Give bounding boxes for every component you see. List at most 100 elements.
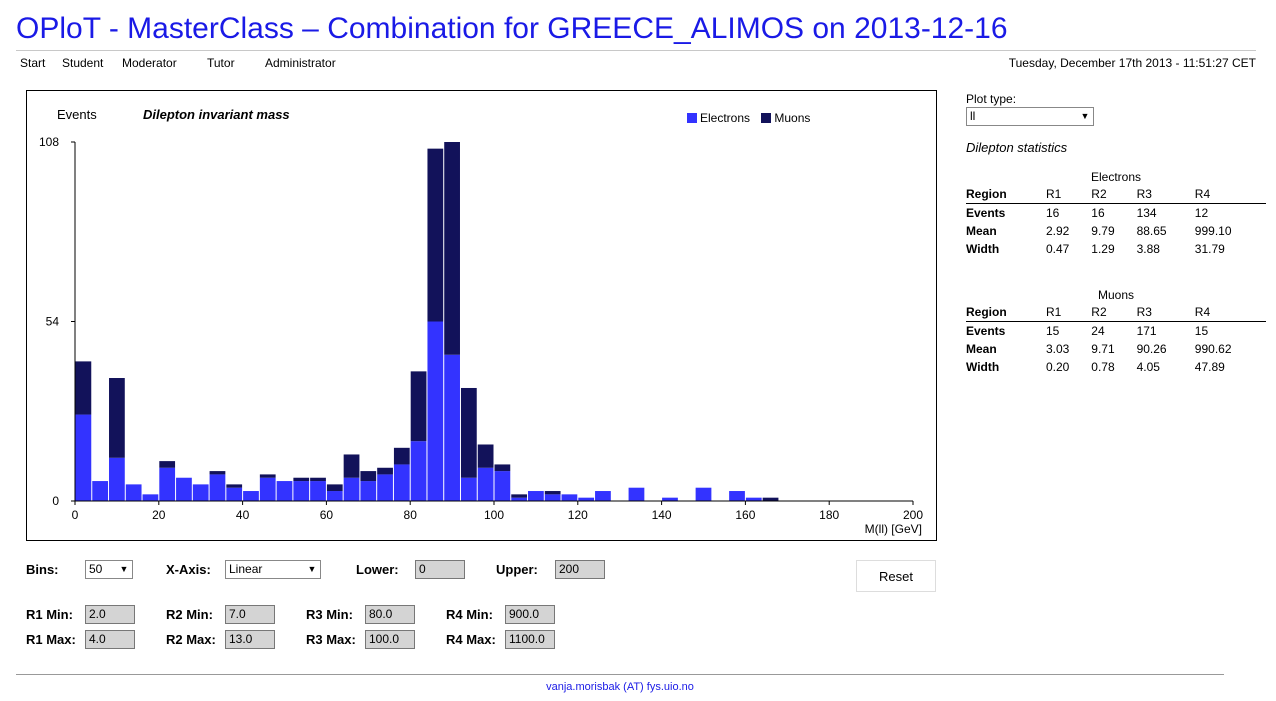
table-cell: 0.20: [1046, 360, 1070, 374]
bar-electrons: [326, 491, 343, 501]
bar-electrons: [310, 481, 326, 501]
bar-electrons: [259, 477, 276, 501]
reset-button[interactable]: Reset: [856, 560, 936, 592]
bins-value: 50: [89, 562, 103, 576]
plot-type-select[interactable]: ll ▼: [966, 107, 1094, 126]
y-tick-label: 54: [46, 315, 60, 329]
bar-muons: [159, 461, 176, 468]
bar-electrons: [444, 354, 460, 501]
table-row: Events 15 24 171 15: [966, 322, 1266, 341]
stats-title: Dilepton statistics: [966, 140, 1068, 155]
lower-input[interactable]: 0: [415, 560, 465, 579]
r1-min-input[interactable]: 2.0: [85, 605, 135, 624]
bar-electrons: [393, 464, 410, 501]
plot-type-value: ll: [970, 109, 976, 123]
footer-divider: [16, 674, 1224, 675]
r2-max-input[interactable]: 13.0: [225, 630, 275, 649]
histogram-panel: 0 54 108 0 20 40 60 80 100 120 140 160 180 200 Events…: [26, 90, 937, 541]
table-cell: 999.10: [1194, 224, 1232, 238]
bar-electrons: [561, 494, 578, 501]
bar-electrons: [109, 457, 125, 501]
bar-muons: [109, 378, 125, 458]
r2-min-input[interactable]: 7.0: [225, 605, 275, 624]
table-row: Events 16 16 134 12: [966, 204, 1266, 223]
histogram-chart: 0 54 108 0 20 40 60 80 100 120 140 160 180 200: [39, 135, 923, 522]
bar-muons: [377, 467, 393, 475]
nav-tutor[interactable]: Tutor: [207, 56, 235, 70]
region-r3-header: R3: [1136, 303, 1195, 322]
chart-title: Dilepton invariant mass: [143, 107, 290, 122]
legend-swatch-muons: [761, 113, 772, 123]
r3-min-input[interactable]: 80.0: [365, 605, 415, 624]
footer-contact[interactable]: vanja.morisbak (AT) fys.uio.no: [546, 681, 694, 693]
row-label: Events: [966, 324, 1006, 338]
table-cell: 15: [1194, 324, 1209, 338]
bar-electrons: [276, 481, 293, 501]
bar-muons: [293, 477, 310, 482]
x-axis-value: Linear: [229, 562, 263, 576]
region-r4-header: R4: [1194, 303, 1266, 322]
upper-input[interactable]: 200: [555, 560, 605, 579]
bar-muons: [226, 484, 243, 488]
r2-min-label: R2 Min:: [166, 607, 213, 622]
x-tick-label: 60: [320, 508, 334, 522]
row-label: Mean: [966, 224, 997, 238]
region-header: Region: [966, 303, 1046, 322]
bar-electrons: [243, 491, 259, 501]
bar-electrons: [628, 487, 645, 501]
table-cell: 0.47: [1046, 242, 1070, 256]
y-axis-label: Events: [57, 107, 97, 122]
current-datetime: Tuesday, December 17th 2013 - 11:51:27 C…: [1008, 56, 1256, 70]
row-label: Width: [966, 360, 1000, 374]
bar-electrons: [662, 497, 678, 501]
r3-min-label: R3 Min:: [306, 607, 353, 622]
bar-muons: [343, 454, 360, 478]
r1-min-label: R1 Min:: [26, 607, 73, 622]
bar-muons: [259, 474, 276, 478]
nav-start[interactable]: Start: [20, 56, 46, 70]
table-cell: 2.92: [1046, 224, 1070, 238]
plot-type-label: Plot type:: [966, 92, 1017, 106]
bar-muons: [511, 494, 528, 498]
r3-max-input[interactable]: 100.0: [365, 630, 415, 649]
nav-moderator[interactable]: Moderator: [122, 56, 177, 70]
r4-max-label: R4 Max:: [446, 632, 496, 647]
x-tick-label: 160: [735, 508, 755, 522]
bar-muons: [460, 387, 477, 478]
table-cell: 16: [1091, 206, 1105, 220]
bar-muons: [494, 464, 511, 472]
table-row: Width 0.47 1.29 3.88 31.79: [966, 240, 1266, 258]
table-cell: 0.78: [1091, 360, 1115, 374]
table-cell: 1.29: [1091, 242, 1115, 256]
nav-student[interactable]: Student: [62, 56, 104, 70]
nav-administrator[interactable]: Administrator: [265, 56, 336, 70]
table-cell: 88.65: [1136, 224, 1167, 238]
bar-electrons: [343, 477, 360, 501]
bar-electrons: [142, 494, 159, 501]
bar-muons: [360, 471, 377, 482]
region-r4-header: R4: [1194, 185, 1266, 204]
r4-min-input[interactable]: 900.0: [505, 605, 555, 624]
upper-label: Upper:: [496, 562, 538, 577]
table-cell: 16: [1046, 206, 1060, 220]
y-tick-label: 0: [52, 494, 59, 508]
bins-select[interactable]: 50 ▼: [85, 560, 133, 579]
r1-max-input[interactable]: 4.0: [85, 630, 135, 649]
table-cell: 47.89: [1194, 360, 1225, 374]
x-axis-select[interactable]: Linear ▼: [225, 560, 321, 579]
x-tick-label: 120: [568, 508, 588, 522]
region-header: Region: [966, 185, 1046, 204]
table-row: Mean 3.03 9.71 90.26 990.62: [966, 340, 1266, 358]
table-cell: 31.79: [1194, 242, 1225, 256]
region-r2-header: R2: [1091, 185, 1137, 204]
bar-electrons: [427, 321, 444, 501]
bar-electrons: [159, 467, 176, 501]
r4-max-input[interactable]: 1100.0: [505, 630, 555, 649]
bar-electrons: [176, 477, 192, 501]
x-tick-label: 40: [236, 508, 250, 522]
electron-stats-heading: Electrons: [1090, 170, 1142, 184]
chevron-down-icon: ▼: [1080, 111, 1090, 121]
bar-electrons: [293, 481, 310, 501]
bar-muons: [75, 361, 92, 415]
legend-item-electrons: Electrons: [687, 111, 750, 125]
